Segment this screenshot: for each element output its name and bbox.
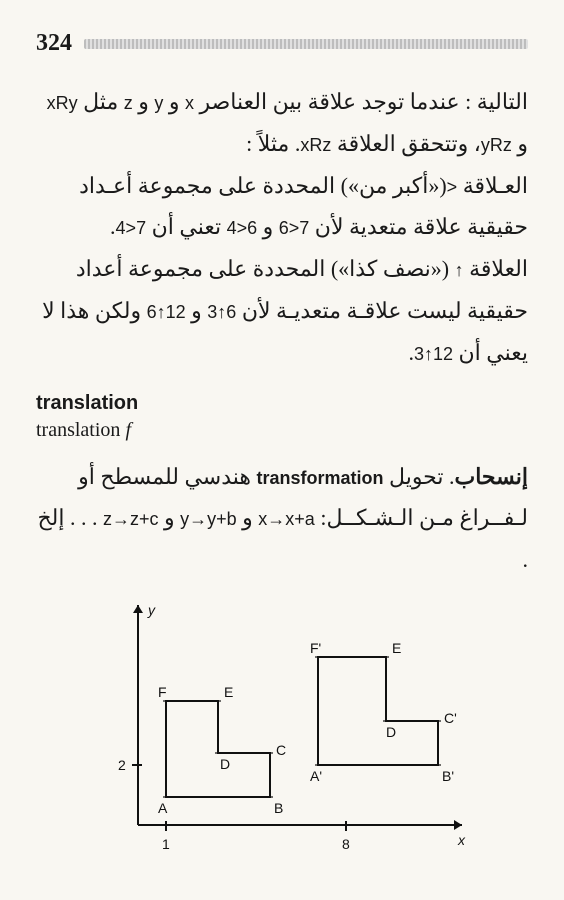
- svg-text:A: A: [158, 800, 168, 816]
- inline-symbol: >: [447, 177, 458, 197]
- text: العلاقة: [464, 256, 528, 281]
- text: تعني أن: [146, 214, 226, 239]
- inline-latin: 3↑12: [414, 344, 453, 364]
- header-rule: [84, 39, 528, 49]
- text: و: [257, 214, 279, 239]
- svg-text:y: y: [147, 602, 156, 618]
- svg-text:x: x: [457, 832, 466, 848]
- page-header: 324: [36, 30, 528, 57]
- page-number: 324: [36, 30, 72, 57]
- svg-text:B: B: [274, 800, 283, 816]
- svg-text:1: 1: [162, 836, 170, 852]
- inline-latin: 6>7: [279, 218, 310, 238]
- inline-latin: x: [185, 93, 194, 113]
- text: . تحويل: [384, 464, 455, 489]
- text: ، وتتحقق العلاقة: [331, 131, 481, 156]
- text: و: [186, 298, 208, 323]
- inline-latin: z→z+c: [103, 509, 159, 529]
- inline-symbol: ↑: [455, 260, 464, 280]
- inline-latin: z: [124, 93, 133, 113]
- text: مثل: [78, 89, 124, 114]
- inline-latin: xRy: [47, 93, 78, 113]
- text: و: [159, 505, 181, 530]
- inline-latin: y: [154, 93, 163, 113]
- inline-latin: 6↑12: [147, 302, 186, 322]
- svg-text:C: C: [276, 742, 286, 758]
- term-arabic: إنسحاب: [455, 464, 528, 489]
- svg-text:C': C': [444, 710, 457, 726]
- inline-latin: transformation: [257, 468, 384, 488]
- svg-text:A': A': [310, 768, 322, 784]
- inline-latin: 4>7: [116, 218, 147, 238]
- translation-diagram: y x 1 8 2 A F E D C B A' F' E D C' B': [36, 593, 528, 873]
- svg-text:E: E: [392, 640, 401, 656]
- text: . مثلاً :: [246, 131, 300, 156]
- inline-latin: yRz: [481, 135, 512, 155]
- inline-latin: x→x+a: [258, 509, 315, 529]
- text: و: [237, 505, 259, 530]
- chart-svg: y x 1 8 2 A F E D C B A' F' E D C' B': [86, 593, 478, 873]
- svg-text:D: D: [220, 756, 230, 772]
- svg-text:E: E: [224, 684, 233, 700]
- inline-latin: y→y+b: [180, 509, 237, 529]
- text: و: [512, 131, 528, 156]
- inline-latin: xRz: [300, 135, 331, 155]
- svg-text:D: D: [386, 724, 396, 740]
- term-english-sub: translation f: [36, 419, 528, 442]
- svg-text:F: F: [158, 684, 167, 700]
- inline-latin: 3↑6: [207, 302, 236, 322]
- svg-text:B': B': [442, 768, 454, 784]
- svg-text:8: 8: [342, 836, 350, 852]
- text: العـلاقة: [457, 173, 528, 198]
- text: translation: [36, 419, 125, 441]
- term-english: translation: [36, 392, 528, 415]
- svg-text:2: 2: [118, 757, 126, 773]
- text: التالية : عندما توجد علاقة بين العناصر: [194, 89, 528, 114]
- arabic-definition: إنسحاب. تحويل transformation هندسي للمسط…: [36, 456, 528, 581]
- text: و: [133, 89, 155, 114]
- arabic-paragraph-1: التالية : عندما توجد علاقة بين العناصر x…: [36, 81, 528, 374]
- text: و: [163, 89, 185, 114]
- inline-latin: 4>6: [227, 218, 258, 238]
- page: 324 التالية : عندما توجد علاقة بين العنا…: [0, 0, 564, 900]
- text: f: [125, 419, 131, 441]
- svg-text:F': F': [310, 640, 321, 656]
